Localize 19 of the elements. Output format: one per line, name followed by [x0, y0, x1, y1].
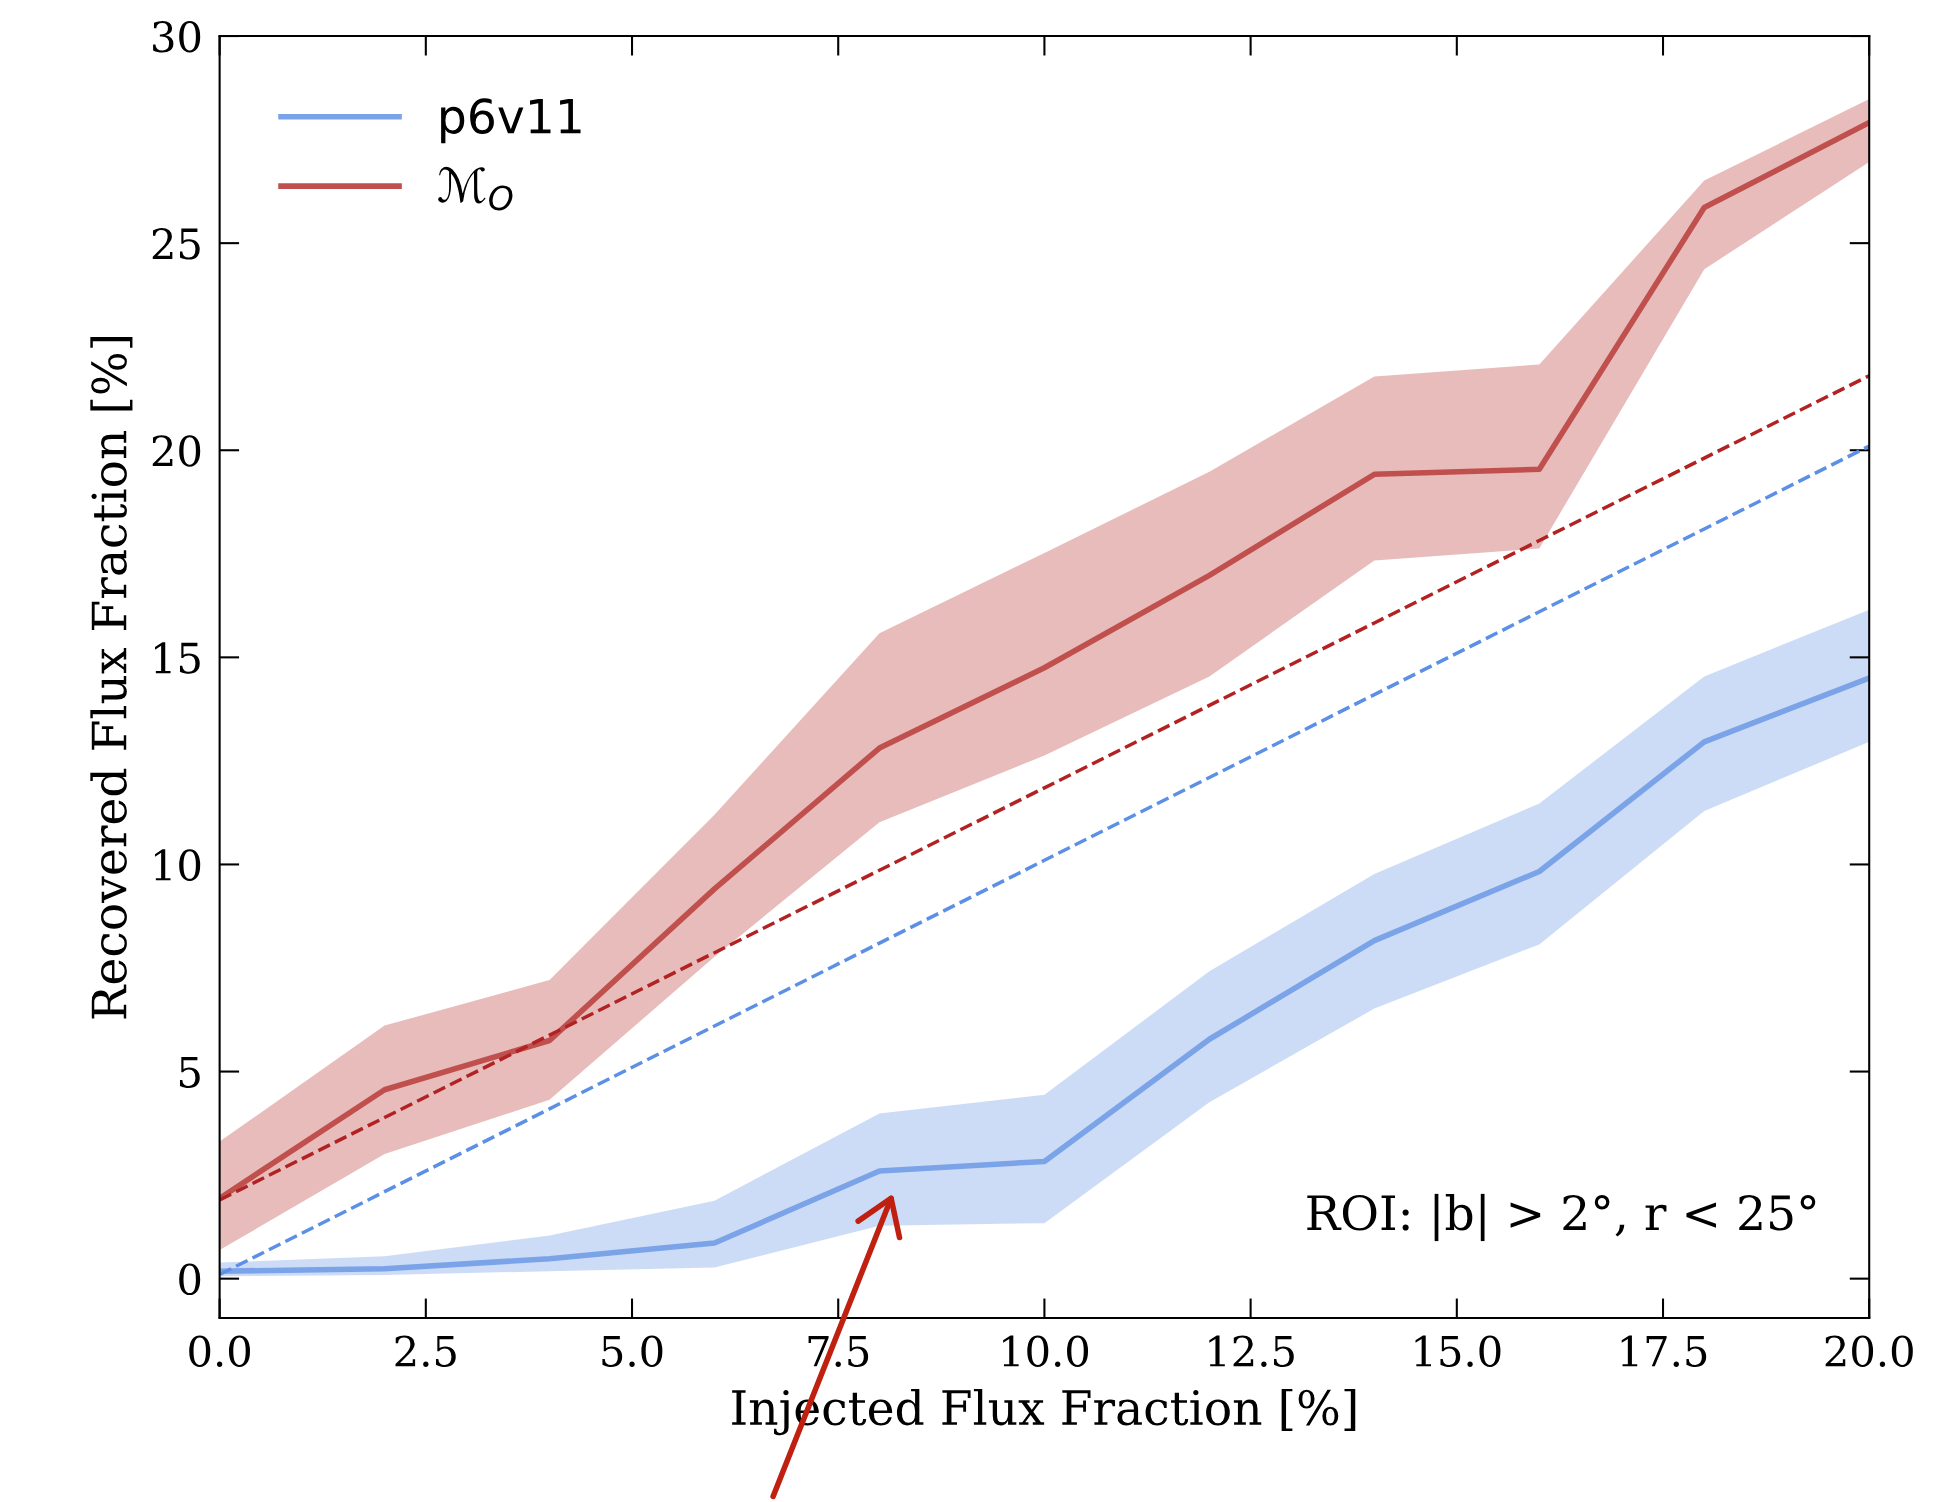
y-tick-label: 15	[155, 642, 200, 674]
y-axis-title: Recovered Flux Fraction [%]	[90, 336, 133, 1019]
y-tick-label: 0	[179, 1263, 201, 1296]
x-tick-label: 5.0	[602, 1335, 663, 1367]
y-tick-label: 5	[179, 1057, 200, 1088]
x-tick-label: 12.5	[1209, 1335, 1294, 1367]
annotation: ROI: |b| > 2°, r < 25°	[1307, 1193, 1816, 1242]
x-tick-label: 10.0	[1003, 1335, 1089, 1367]
x-tick-label: 17.5	[1621, 1335, 1707, 1367]
x-tick-label: 20.0	[1825, 1335, 1913, 1367]
x-tick-label: 2.5	[395, 1335, 456, 1367]
x-tick-label: 0.0	[189, 1335, 250, 1367]
y-tick-label: 25	[152, 228, 200, 260]
legend-label: p6v11	[441, 98, 581, 144]
y-tick-label: 10	[155, 849, 201, 881]
x-tick-label: 15.0	[1415, 1335, 1501, 1367]
legend-label: ℳ$_{O}$	[438, 166, 513, 211]
y-tick-label: 20	[152, 435, 201, 467]
y-tick-label: 30	[153, 20, 201, 53]
